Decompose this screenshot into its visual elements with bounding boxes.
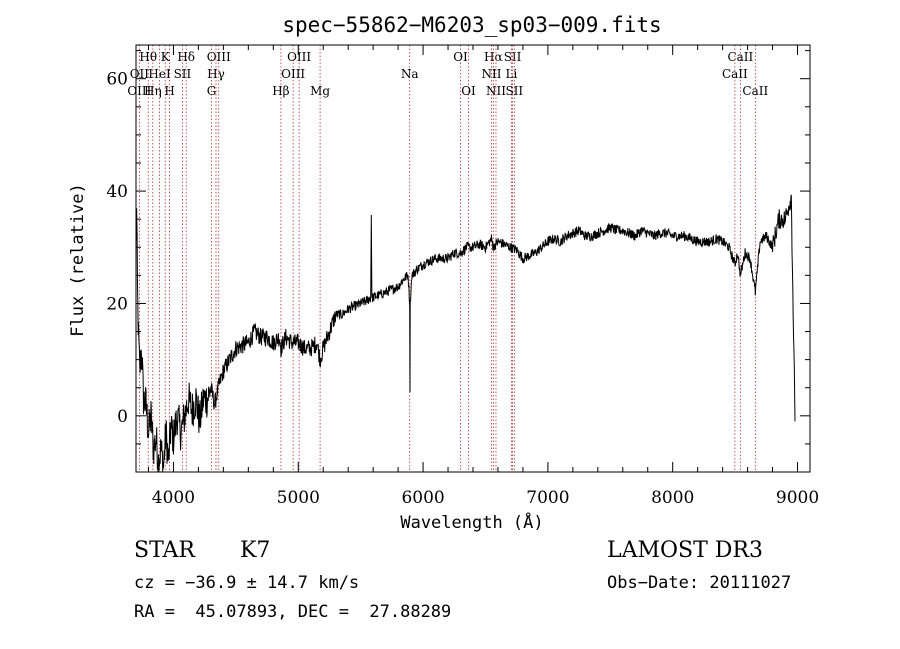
line-marker-label: Hβ	[272, 84, 289, 98]
line-marker-label: Hη	[144, 84, 162, 98]
coordinates: RA = 45.07893, DEC = 27.88289	[134, 602, 452, 622]
line-marker-label: Hγ	[207, 67, 225, 81]
x-axis-label: Wavelength (Å)	[400, 511, 543, 533]
line-marker-label: OIII	[207, 50, 231, 64]
line-marker-label: CaII	[742, 84, 768, 98]
object-class: STAR	[134, 538, 195, 563]
chart-title: spec−55862−M6203_sp03−009.fits	[282, 13, 661, 37]
line-marker-label: Li	[506, 67, 518, 81]
line-marker-label: Mg	[310, 84, 330, 98]
line-marker-label: K	[161, 50, 171, 64]
line-marker-label: CaII	[722, 67, 748, 81]
redshift-velocity: cz = −36.9 ± 14.7 km/s	[134, 573, 360, 593]
y-tick-label: 20	[106, 294, 128, 314]
line-marker-label: NII	[486, 84, 506, 98]
spectrum-line	[135, 194, 796, 473]
line-marker-label: OIII	[287, 50, 311, 64]
x-tick-label: 5000	[277, 488, 320, 508]
y-axis-label: Flux (relative)	[68, 183, 88, 337]
x-tick-label: 4000	[152, 488, 195, 508]
plot-frame	[135, 44, 811, 473]
line-marker-label: Hθ	[139, 50, 157, 64]
line-marker-label: SII	[174, 67, 192, 81]
observation-date: Obs−Date: 20111027	[607, 573, 792, 593]
survey-name: LAMOST DR3	[607, 538, 763, 563]
line-marker-label: OIII	[281, 67, 305, 81]
y-tick-label: 40	[106, 182, 128, 202]
x-tick-label: 6000	[401, 488, 444, 508]
line-marker-label: CaII	[727, 50, 753, 64]
line-marker-label: Hδ	[177, 50, 195, 64]
line-marker-label: G	[207, 84, 217, 98]
x-tick-label: 8000	[651, 488, 694, 508]
line-marker-label: OI	[461, 84, 476, 98]
axis-ticks: 4000 5000 6000 7000 8000 9000 0 20 40 60	[106, 45, 819, 508]
x-tick-label: 7000	[526, 488, 569, 508]
line-marker-label: OIII	[127, 84, 151, 98]
line-marker-label: SII	[505, 84, 523, 98]
line-marker-label: OI	[453, 50, 468, 64]
line-marker-label: NII	[481, 67, 501, 81]
x-tick-label: 9000	[776, 488, 819, 508]
y-tick-label: 60	[106, 70, 128, 90]
line-marker-label: Hα	[484, 50, 503, 64]
line-marker-label: SII	[504, 50, 522, 64]
line-marker-label: OII	[130, 67, 150, 81]
object-subclass: K7	[240, 538, 271, 563]
y-tick-label: 0	[117, 407, 128, 427]
line-marker-label: Na	[401, 67, 419, 81]
line-marker-label: HeI	[148, 67, 171, 81]
line-marker-label: H	[164, 84, 174, 98]
